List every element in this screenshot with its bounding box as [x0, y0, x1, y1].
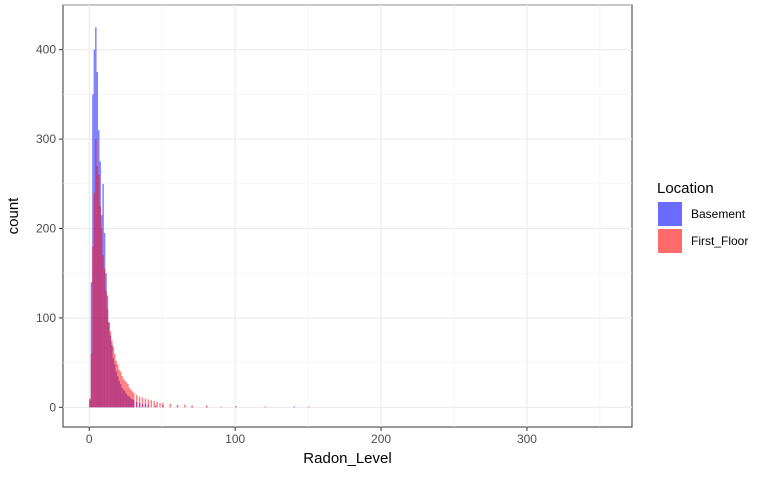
bar-first-floor: [93, 192, 96, 408]
bar-first-floor: [116, 364, 119, 408]
bar-first-floor: [308, 406, 310, 408]
bar-first-floor: [112, 346, 115, 408]
bar-first-floor: [100, 228, 103, 408]
bar-first-floor: [169, 403, 171, 408]
bar-first-floor: [131, 391, 134, 408]
bar-first-floor: [118, 369, 120, 408]
bar-first-floor: [98, 174, 100, 408]
bar-first-floor: [125, 382, 128, 408]
legend-label-basement: Basement: [691, 207, 746, 221]
y-axis-title: count: [5, 197, 22, 235]
bar-first-floor: [108, 322, 110, 408]
bar-first-floor: [121, 376, 123, 408]
y-tick-label: 100: [36, 311, 56, 325]
legend-label-first-floor: First_Floor: [691, 234, 748, 248]
bar-first-floor: [184, 404, 186, 408]
bar-first-floor: [130, 389, 132, 408]
bar-first-floor: [141, 397, 144, 408]
x-tick-label: 300: [517, 432, 537, 446]
x-axis: 0 100 200 300: [86, 427, 537, 446]
bar-first-floor: [105, 291, 107, 408]
bar-basement: [154, 405, 157, 408]
bar-first-floor: [106, 308, 109, 408]
bar-first-floor: [150, 400, 152, 408]
bar-first-floor: [89, 398, 91, 408]
bar-first-floor: [119, 371, 122, 408]
bar-basement: [90, 282, 93, 408]
bar-first-floor: [102, 255, 104, 408]
x-tick-label: 100: [225, 432, 245, 446]
bar-first-floor: [191, 405, 193, 408]
bar-first-floor: [122, 378, 125, 408]
legend-key-basement: [658, 202, 682, 226]
x-axis-title: Radon_Level: [303, 450, 391, 467]
bar-first-floor: [162, 402, 164, 408]
bar-first-floor: [144, 398, 147, 408]
bar-first-floor: [90, 353, 93, 408]
bar-first-floor: [156, 401, 158, 408]
bar-first-floor: [176, 404, 179, 408]
legend: Location Basement First_Floor: [657, 180, 748, 253]
bar-first-floor: [124, 380, 126, 408]
bar-first-floor: [115, 360, 117, 408]
legend-key-first-floor: [658, 229, 682, 253]
bar-first-floor: [153, 401, 155, 408]
bar-first-floor: [95, 139, 97, 408]
y-tick-label: 0: [49, 400, 56, 414]
bar-first-floor: [114, 353, 116, 408]
bar-first-floor: [205, 405, 208, 408]
bar-first-floor: [128, 387, 131, 408]
bar-first-floor: [159, 402, 161, 408]
bar-first-floor: [111, 340, 113, 408]
bar-basement: [293, 406, 295, 408]
y-tick-label: 400: [36, 43, 56, 57]
bar-first-floor: [135, 394, 138, 408]
bar-first-floor: [264, 406, 266, 408]
legend-title: Location: [657, 180, 714, 197]
bar-first-floor: [92, 246, 94, 408]
histogram-bars: [89, 27, 310, 408]
bar-first-floor: [103, 268, 106, 408]
x-tick-label: 200: [371, 432, 391, 446]
series-first-floor: [89, 139, 310, 408]
y-tick-label: 200: [36, 222, 56, 236]
bar-first-floor: [235, 406, 237, 408]
x-tick-label: 0: [86, 432, 93, 446]
y-axis: 0 100 200 300 400: [36, 43, 63, 414]
bar-first-floor: [220, 406, 223, 408]
bar-first-floor: [133, 393, 135, 408]
bar-first-floor: [138, 396, 141, 408]
bar-first-floor: [96, 165, 99, 408]
y-tick-label: 300: [36, 132, 56, 146]
plot-panel: [62, 4, 633, 428]
bar-first-floor: [99, 206, 101, 408]
bar-first-floor: [109, 331, 112, 408]
bar-first-floor: [147, 399, 150, 408]
grid-minor: [63, 4, 632, 427]
bar-first-floor: [127, 384, 129, 408]
